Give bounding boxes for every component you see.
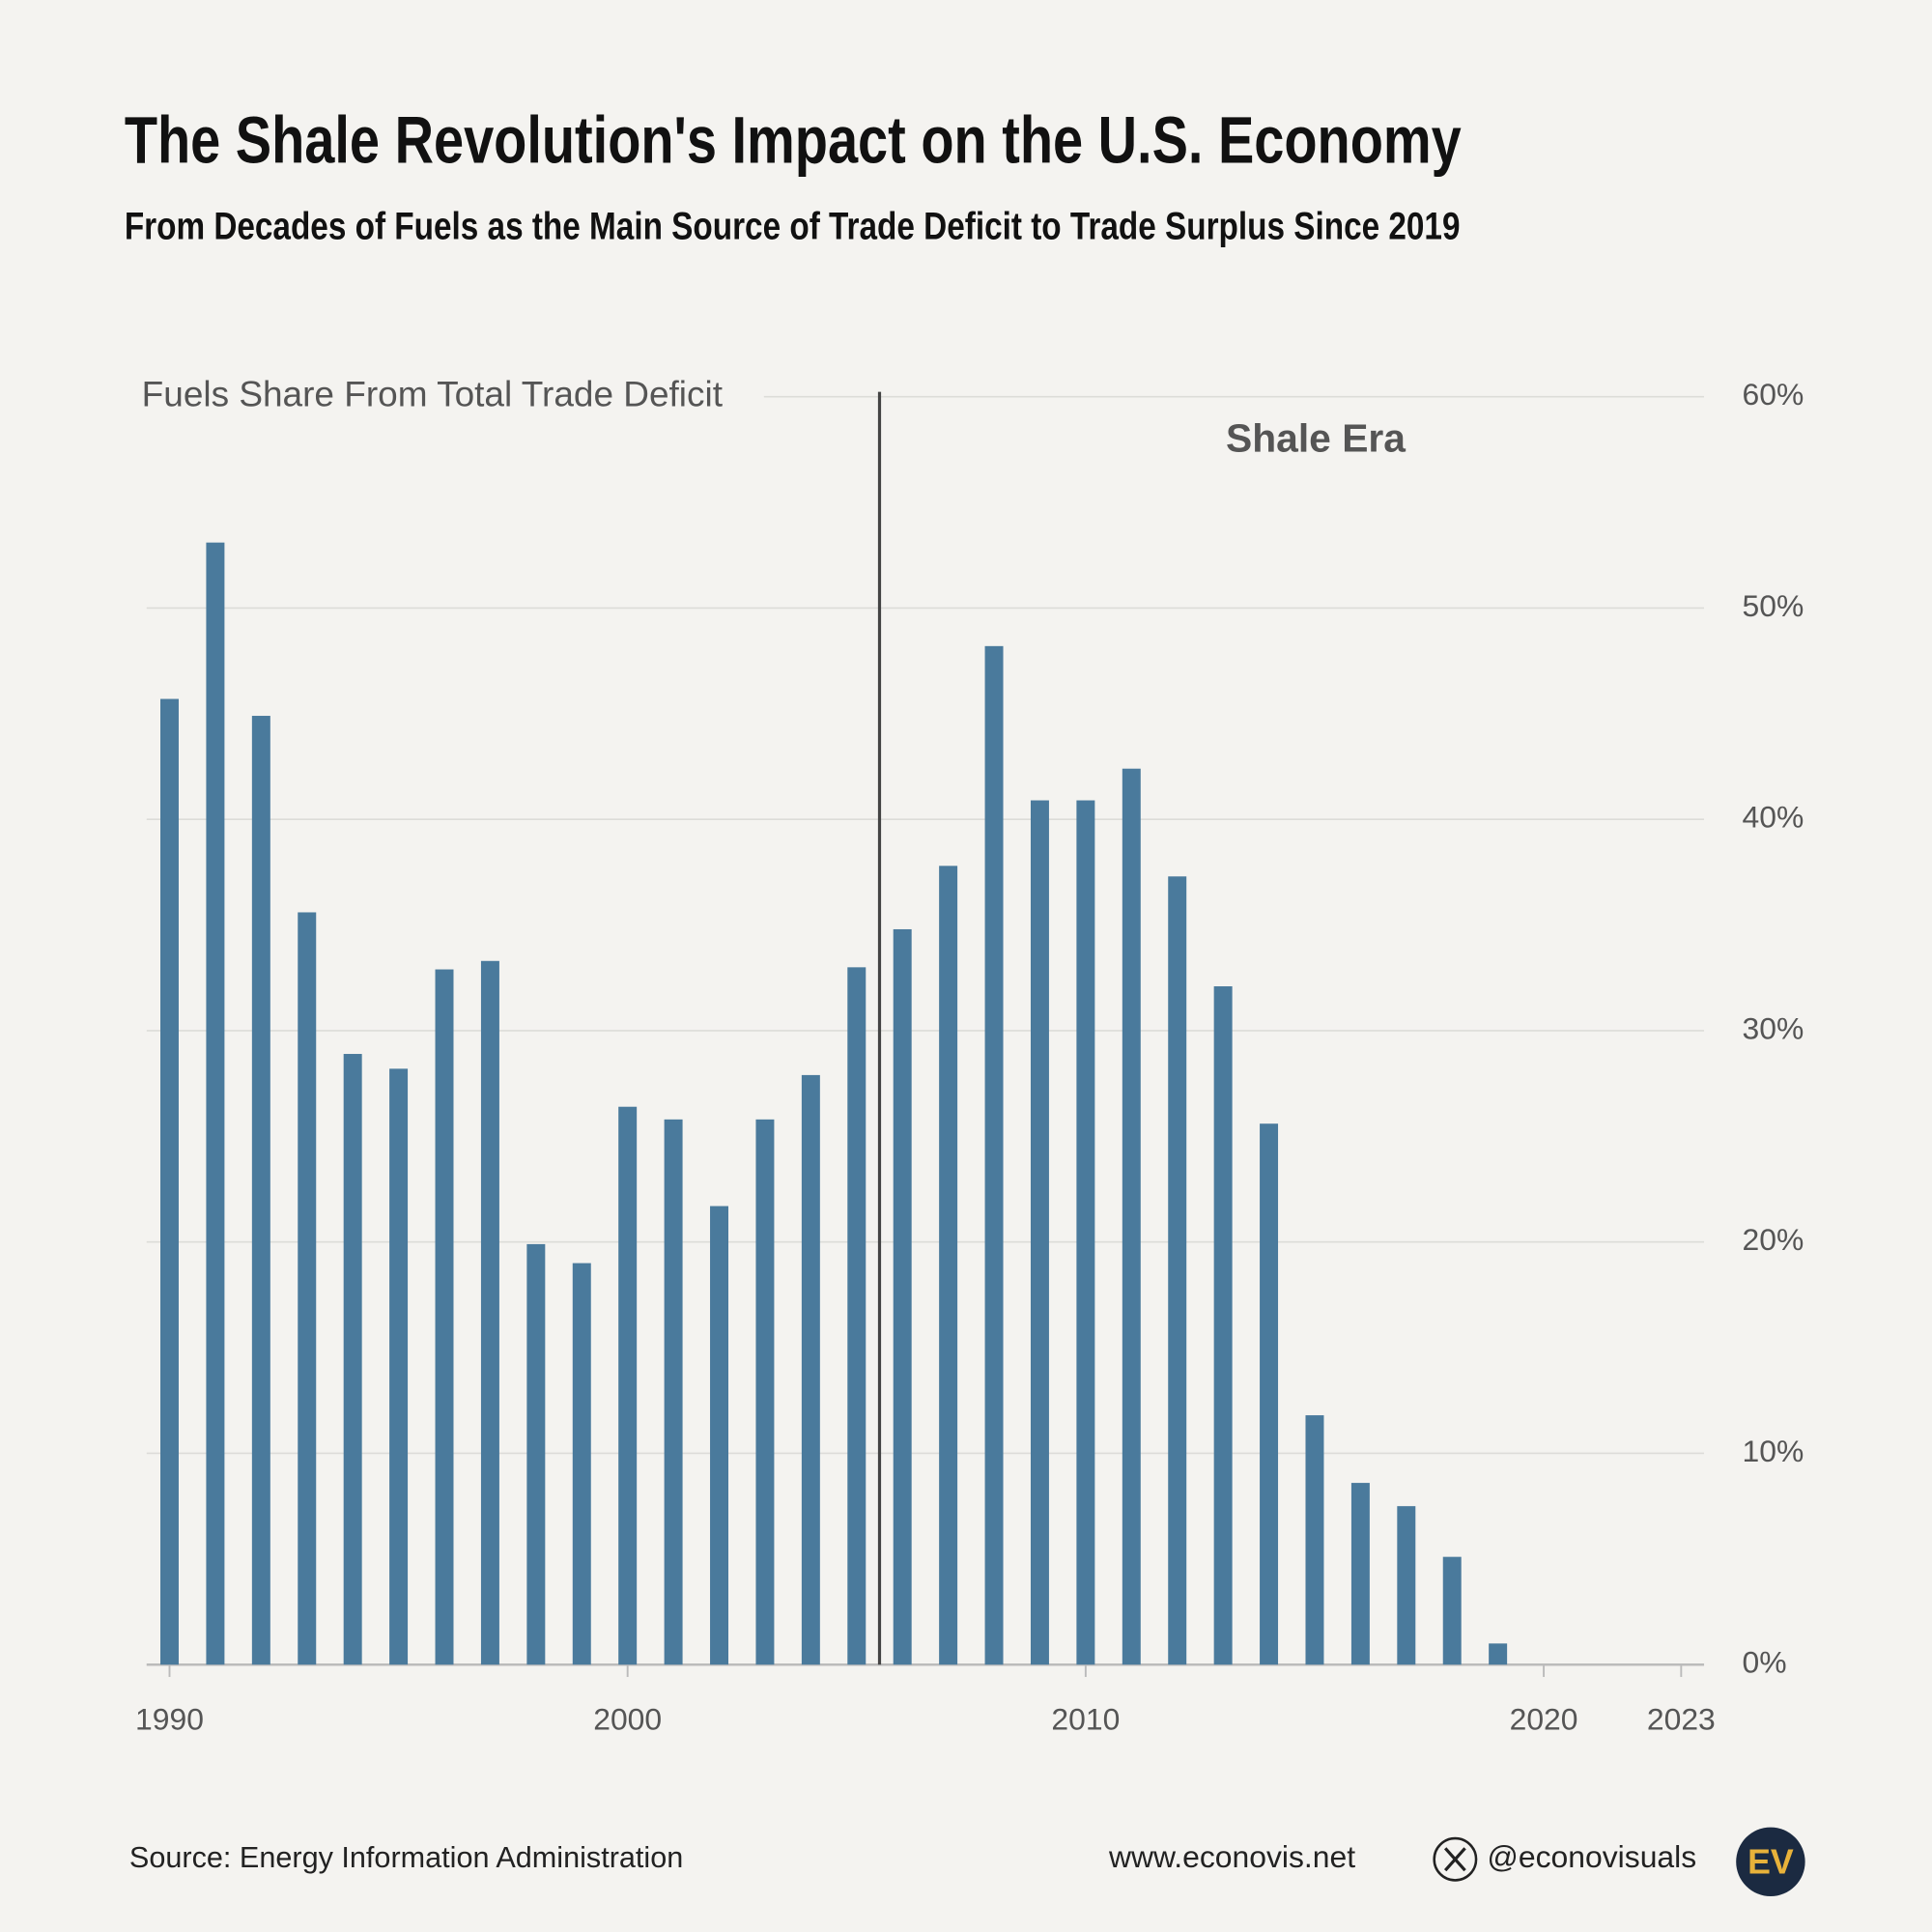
bar <box>1397 1506 1416 1665</box>
bar <box>160 698 179 1665</box>
bar <box>480 960 499 1665</box>
bar <box>1305 1415 1324 1665</box>
logo-badge <box>1736 1827 1805 1897</box>
chart-title: The Shale Revolution's Impact on the U.S… <box>125 103 1462 178</box>
y-tick-label: 20% <box>1743 1222 1804 1257</box>
bar <box>526 1243 546 1665</box>
bar <box>206 542 225 1665</box>
bar <box>984 645 1004 1665</box>
annotation-label: Shale Era <box>1226 415 1406 460</box>
bar <box>1350 1483 1370 1665</box>
bar <box>389 1068 409 1665</box>
bar <box>435 969 454 1665</box>
bar <box>664 1119 683 1665</box>
source: Source: Energy Information Administratio… <box>129 1841 683 1874</box>
bar <box>1122 768 1141 1665</box>
bar <box>618 1106 638 1665</box>
website: www.econovis.net <box>1108 1839 1355 1874</box>
chart-subtitle: From Decades of Fuels as the Main Source… <box>125 206 1461 248</box>
bar <box>755 1119 775 1665</box>
y-tick-label: 0% <box>1743 1645 1787 1680</box>
bar <box>1213 986 1233 1665</box>
y-tick-label: 50% <box>1743 588 1804 623</box>
bar <box>801 1074 820 1665</box>
bar <box>298 912 317 1665</box>
bar <box>1489 1643 1508 1665</box>
y-tick-label: 40% <box>1743 800 1804 835</box>
bar <box>1442 1556 1462 1665</box>
bar <box>1260 1123 1279 1665</box>
bar <box>847 967 867 1665</box>
logo: EV <box>1747 1842 1794 1881</box>
bar <box>1076 800 1095 1665</box>
bar <box>251 716 270 1665</box>
x-tick-label: 1990 <box>135 1701 204 1736</box>
y-tick-label: 60% <box>1743 377 1804 412</box>
x-tick-label: 2010 <box>1051 1701 1120 1736</box>
x-icon <box>1433 1836 1478 1882</box>
bar <box>939 866 958 1665</box>
bar <box>710 1206 729 1665</box>
bar <box>343 1054 362 1665</box>
x-tick-label: 2020 <box>1510 1701 1578 1736</box>
bar <box>572 1263 591 1665</box>
bar <box>1168 876 1187 1665</box>
y-tick-label: 10% <box>1743 1434 1804 1468</box>
bar <box>1030 800 1049 1665</box>
x-icon-glyph <box>1443 1847 1466 1872</box>
plot: 0% 10% 20% 30% 40% 50% 60% Fuels Share From Tot… <box>128 369 1804 1736</box>
y-axis-label: Fuels Share From Total Trade Deficit <box>142 374 723 413</box>
handle: @econovisuals <box>1488 1839 1697 1874</box>
y-tick-label: 30% <box>1743 1010 1804 1045</box>
bar <box>893 928 912 1665</box>
y-label-bg <box>128 369 764 424</box>
x-tick-label: 2000 <box>593 1701 662 1736</box>
x-tick-label: 2023 <box>1647 1701 1716 1736</box>
